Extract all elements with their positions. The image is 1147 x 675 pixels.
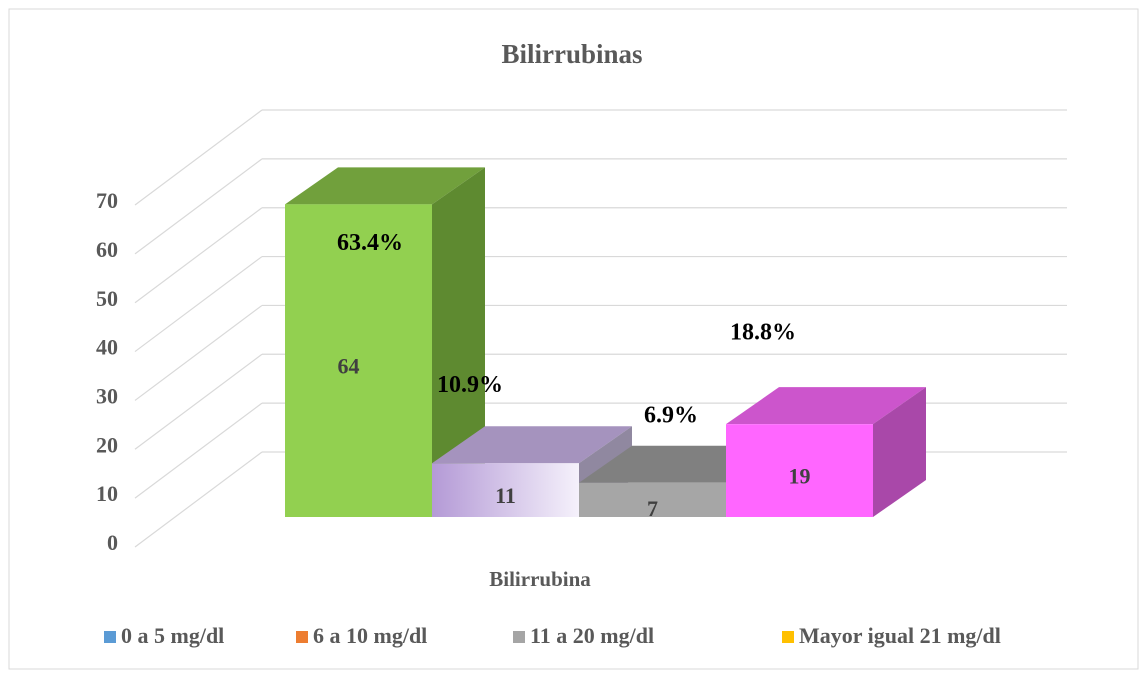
x-axis-title: Bilirrubina (489, 567, 591, 591)
percent-label: 63.4% (337, 230, 403, 256)
grid-line-side (134, 109, 263, 206)
bar-side (432, 167, 485, 518)
y-tick-label: 20 (96, 432, 118, 457)
bar (432, 463, 579, 517)
y-tick-label: 50 (96, 286, 118, 311)
value-label: 19 (789, 464, 811, 489)
legend-label: 6 a 10 mg/dl (313, 623, 427, 648)
legend-label: 0 a 5 mg/dl (121, 623, 224, 648)
y-tick-label: 10 (96, 481, 118, 506)
grid-line-side (134, 402, 263, 499)
bar (285, 204, 432, 518)
percent-label: 10.9% (437, 372, 503, 398)
chart-title: Bilirrubinas (501, 39, 642, 69)
grid-line-side (134, 353, 263, 450)
value-label: 7 (647, 496, 658, 521)
grid-line-side (134, 207, 263, 304)
grid-line-side (134, 256, 263, 353)
bar-top (726, 387, 926, 425)
percent-label: 6.9% (644, 402, 698, 428)
y-tick-label: 60 (96, 237, 118, 262)
grid-line-side (134, 158, 263, 255)
bar (579, 482, 726, 517)
legend-swatch (296, 631, 308, 643)
y-tick-label: 0 (107, 530, 118, 555)
percent-label: 18.8% (730, 320, 796, 346)
value-label: 11 (495, 483, 516, 508)
grid-line-side (134, 304, 263, 401)
y-tick-label: 40 (96, 335, 118, 360)
legend-label: 11 a 20 mg/dl (530, 623, 654, 648)
bar-top (432, 426, 632, 464)
y-tick-label: 70 (96, 188, 118, 213)
chart-border (8, 8, 1139, 670)
legend-swatch (782, 631, 794, 643)
y-tick-label: 30 (96, 383, 118, 408)
legend-swatch (104, 631, 116, 643)
legend-swatch (513, 631, 525, 643)
bar (726, 424, 873, 517)
bar-side (873, 387, 926, 517)
bar-top (285, 167, 485, 205)
value-label: 64 (338, 354, 360, 379)
grid-line-side (134, 451, 263, 548)
legend-label: Mayor igual 21 mg/dl (799, 623, 1001, 648)
